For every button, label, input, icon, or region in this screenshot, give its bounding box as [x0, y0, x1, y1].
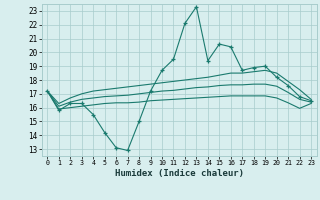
X-axis label: Humidex (Indice chaleur): Humidex (Indice chaleur) — [115, 169, 244, 178]
